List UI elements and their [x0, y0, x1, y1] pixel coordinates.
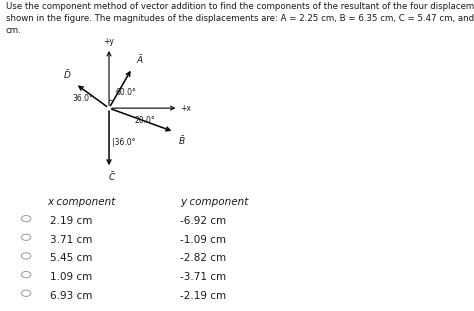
Text: shown in the figure. The magnitudes of the displacements are: A = 2.25 cm, B = 6: shown in the figure. The magnitudes of t… [6, 14, 474, 23]
Text: 6.93 cm: 6.93 cm [50, 291, 92, 301]
Text: 3.71 cm: 3.71 cm [50, 235, 92, 245]
Text: 2.19 cm: 2.19 cm [50, 216, 92, 226]
Text: $\bar{C}$: $\bar{C}$ [108, 170, 116, 183]
Text: -6.92 cm: -6.92 cm [180, 216, 226, 226]
Text: Use the component method of vector addition to find the components of the result: Use the component method of vector addit… [6, 2, 474, 11]
Text: y component: y component [180, 197, 248, 207]
Text: -3.71 cm: -3.71 cm [180, 272, 226, 282]
Text: 60.0°: 60.0° [116, 88, 137, 97]
Text: x component: x component [47, 197, 116, 207]
Text: +y: +y [104, 37, 114, 46]
Text: $\bar{B}$: $\bar{B}$ [178, 134, 185, 146]
Text: 1.09 cm: 1.09 cm [50, 272, 92, 282]
Text: +x: +x [181, 104, 191, 113]
Text: $\bar{A}$: $\bar{A}$ [136, 53, 144, 66]
Text: 5.45 cm: 5.45 cm [50, 253, 92, 263]
Text: -2.82 cm: -2.82 cm [180, 253, 226, 263]
Text: $\bar{D}$: $\bar{D}$ [63, 68, 72, 81]
Text: 20.0°: 20.0° [135, 116, 155, 125]
Text: cm.: cm. [6, 26, 21, 35]
Text: -1.09 cm: -1.09 cm [180, 235, 226, 245]
Text: 36.0°: 36.0° [72, 94, 93, 103]
Text: |36.0°: |36.0° [112, 138, 136, 147]
Text: -2.19 cm: -2.19 cm [180, 291, 226, 301]
